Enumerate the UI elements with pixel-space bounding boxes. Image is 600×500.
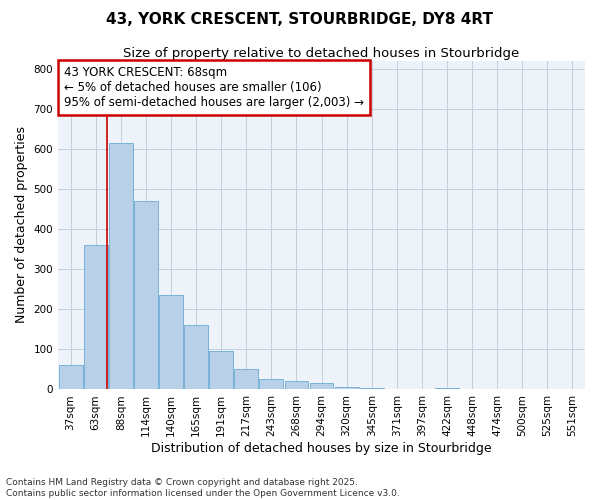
Bar bbox=[59, 366, 83, 390]
Bar bbox=[310, 384, 334, 390]
Bar bbox=[435, 388, 459, 390]
Bar bbox=[84, 245, 107, 390]
Bar bbox=[560, 388, 584, 390]
Bar bbox=[385, 388, 409, 390]
Bar bbox=[134, 201, 158, 390]
Y-axis label: Number of detached properties: Number of detached properties bbox=[15, 126, 28, 324]
Title: Size of property relative to detached houses in Stourbridge: Size of property relative to detached ho… bbox=[124, 48, 520, 60]
Bar bbox=[209, 350, 233, 390]
Bar bbox=[284, 382, 308, 390]
Text: 43 YORK CRESCENT: 68sqm
← 5% of detached houses are smaller (106)
95% of semi-de: 43 YORK CRESCENT: 68sqm ← 5% of detached… bbox=[64, 66, 364, 109]
Bar bbox=[184, 326, 208, 390]
Bar bbox=[109, 142, 133, 390]
Bar bbox=[159, 295, 183, 390]
Bar bbox=[259, 380, 283, 390]
Text: 43, YORK CRESCENT, STOURBRIDGE, DY8 4RT: 43, YORK CRESCENT, STOURBRIDGE, DY8 4RT bbox=[107, 12, 493, 28]
X-axis label: Distribution of detached houses by size in Stourbridge: Distribution of detached houses by size … bbox=[151, 442, 492, 455]
Bar bbox=[235, 370, 258, 390]
Text: Contains HM Land Registry data © Crown copyright and database right 2025.
Contai: Contains HM Land Registry data © Crown c… bbox=[6, 478, 400, 498]
Bar bbox=[360, 388, 383, 390]
Bar bbox=[335, 388, 359, 390]
